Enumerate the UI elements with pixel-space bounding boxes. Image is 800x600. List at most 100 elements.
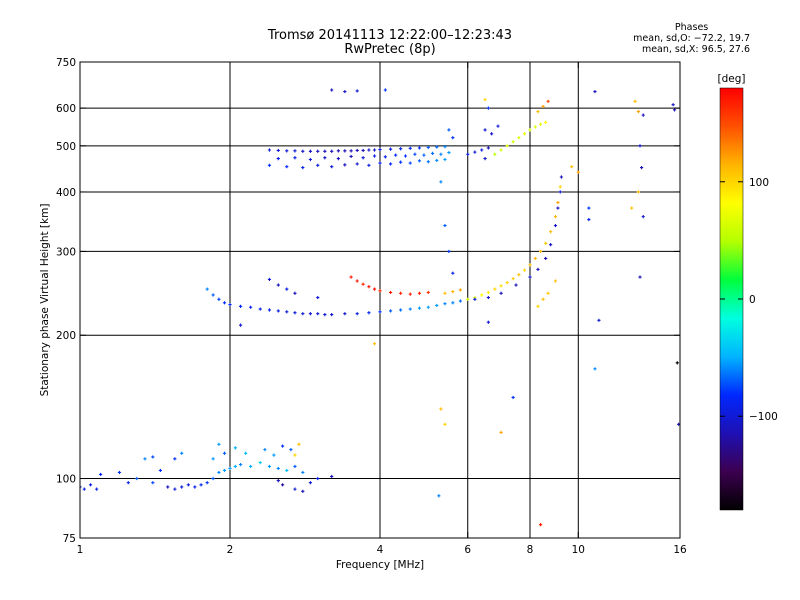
phases-summary: Phases mean, sd,O: −72.2, 19.7 mean, sd,… — [633, 22, 750, 55]
data-point — [538, 122, 543, 126]
data-point — [443, 422, 447, 426]
data-point — [297, 442, 301, 446]
data-point — [426, 160, 430, 164]
data-point — [158, 468, 163, 473]
data-point — [244, 451, 248, 455]
data-point — [135, 476, 139, 481]
data-point — [517, 273, 521, 277]
data-point — [451, 271, 455, 275]
data-point — [166, 485, 170, 489]
data-point — [301, 312, 305, 316]
data-point — [285, 468, 289, 473]
data-point — [458, 299, 463, 303]
data-point — [399, 160, 403, 164]
y-axis-label: Stationary phase Virtual Height [km] — [39, 204, 51, 397]
data-point — [151, 455, 155, 459]
data-point — [173, 487, 177, 491]
data-point — [399, 291, 403, 295]
data-point — [514, 283, 518, 287]
data-point — [399, 147, 403, 151]
data-point — [447, 249, 451, 254]
data-point — [388, 290, 393, 295]
data-point — [211, 476, 215, 481]
data-point — [285, 310, 289, 314]
data-point — [435, 303, 439, 308]
data-point — [355, 312, 359, 316]
data-point — [267, 277, 272, 282]
data-point — [486, 320, 490, 324]
data-point — [483, 157, 487, 161]
data-point — [301, 489, 305, 493]
data-point — [553, 279, 558, 283]
data-point — [426, 290, 430, 295]
data-point — [593, 367, 597, 371]
data-point — [636, 110, 640, 114]
data-point — [426, 305, 430, 309]
data-point — [217, 297, 221, 301]
data-point — [511, 395, 515, 400]
data-point — [544, 256, 548, 261]
data-point — [180, 451, 184, 455]
data-point — [533, 125, 537, 129]
data-point — [536, 304, 540, 308]
data-point — [458, 288, 463, 292]
data-point — [633, 99, 637, 103]
data-point — [439, 407, 443, 411]
data-point — [316, 295, 320, 300]
data-point — [301, 166, 305, 170]
data-point — [630, 206, 634, 210]
data-point — [272, 453, 276, 457]
data-point — [399, 308, 403, 312]
data-point — [451, 136, 455, 140]
data-point — [349, 275, 353, 279]
data-point — [499, 291, 503, 295]
data-point — [276, 479, 280, 483]
data-point — [238, 304, 243, 308]
data-point — [276, 283, 280, 287]
data-point — [408, 146, 412, 150]
data-point — [587, 217, 591, 222]
x-tick-label: 4 — [377, 544, 384, 556]
data-point — [293, 311, 297, 315]
data-point — [289, 448, 293, 452]
data-point — [641, 215, 645, 219]
data-point — [258, 461, 262, 465]
data-point — [193, 485, 197, 489]
colorbar-tick-label: −100 — [749, 411, 778, 423]
data-point — [323, 312, 327, 317]
data-point — [558, 190, 562, 194]
data-point — [355, 279, 359, 283]
data-point — [493, 152, 497, 156]
data-point — [417, 159, 422, 163]
data-point — [541, 297, 545, 301]
data-point — [180, 485, 184, 489]
colorbar-label: [deg] — [718, 73, 746, 85]
data-point — [99, 472, 103, 477]
data-point — [417, 306, 422, 310]
data-point — [276, 148, 280, 153]
data-point — [383, 88, 387, 92]
data-point — [388, 162, 393, 166]
data-point — [267, 464, 272, 469]
data-point — [330, 88, 334, 92]
data-point — [546, 291, 550, 295]
data-point — [556, 200, 560, 205]
data-point — [308, 481, 313, 485]
y-tick-label: 750 — [56, 57, 76, 69]
y-tick-label: 200 — [56, 330, 76, 342]
data-point — [544, 241, 548, 245]
data-point — [233, 446, 237, 450]
data-point — [486, 106, 490, 110]
grid-lines — [80, 62, 680, 538]
data-point — [367, 285, 371, 289]
data-point — [372, 148, 377, 152]
data-point — [301, 149, 305, 153]
data-point — [408, 307, 412, 311]
data-point — [308, 149, 313, 153]
data-point — [217, 442, 221, 446]
data-point — [408, 161, 412, 165]
data-point — [372, 342, 377, 346]
data-point — [378, 147, 382, 152]
data-point — [553, 215, 558, 219]
data-point — [330, 149, 334, 153]
